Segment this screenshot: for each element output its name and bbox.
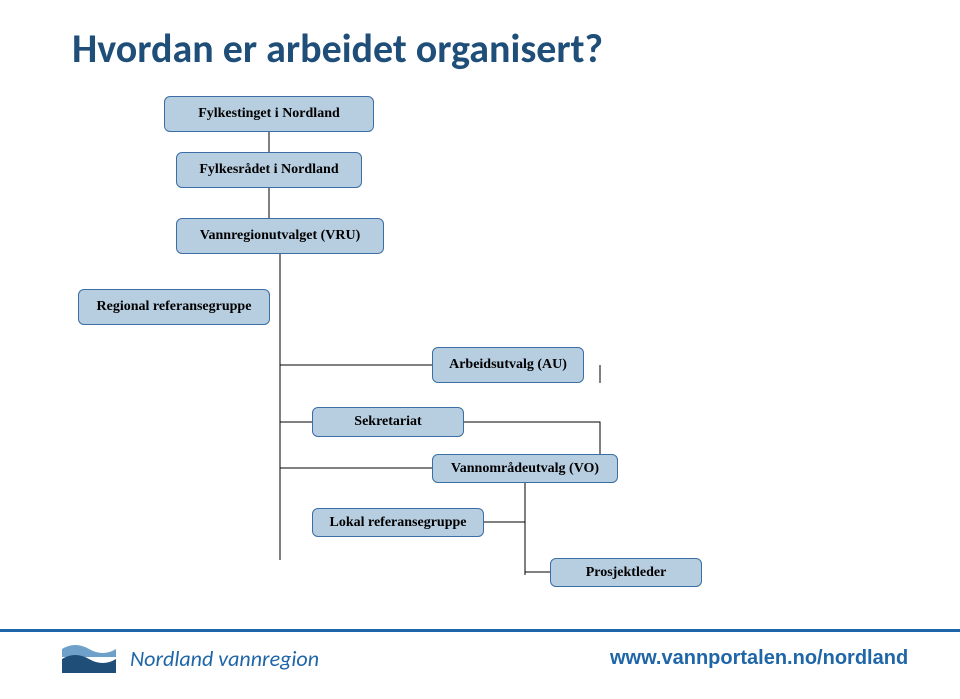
- org-node: Fylkestinget i Nordland: [164, 96, 374, 132]
- footer-org-name: Nordland vannregion: [130, 645, 319, 672]
- org-node: Lokal referansegruppe: [312, 508, 484, 537]
- org-node: Vannregionutvalget (VRU): [176, 218, 384, 254]
- org-node-label: Vannregionutvalget (VRU): [200, 228, 361, 244]
- org-node: Regional referansegruppe: [78, 289, 270, 325]
- org-node-label: Fylkesrådet i Nordland: [199, 162, 338, 178]
- footer-left: Nordland vannregion: [60, 639, 319, 677]
- org-node-label: Sekretariat: [354, 414, 421, 430]
- org-node-label: Prosjektleder: [586, 565, 667, 581]
- org-node: Arbeidsutvalg (AU): [432, 347, 584, 383]
- footer: Nordland vannregion www.vannportalen.no/…: [0, 629, 960, 699]
- org-node: Vannområdeutvalg (VO): [432, 454, 618, 483]
- org-node: Fylkesrådet i Nordland: [176, 152, 362, 188]
- org-node-label: Vannområdeutvalg (VO): [451, 461, 599, 477]
- org-node: Prosjektleder: [550, 558, 702, 587]
- footer-url: www.vannportalen.no/nordland: [610, 647, 908, 670]
- footer-logo: [60, 639, 118, 677]
- org-node-label: Arbeidsutvalg (AU): [449, 357, 567, 373]
- org-node: Sekretariat: [312, 407, 464, 437]
- org-node-label: Lokal referansegruppe: [329, 515, 466, 531]
- org-node-label: Fylkestinget i Nordland: [198, 106, 340, 122]
- org-node-label: Regional referansegruppe: [97, 299, 252, 315]
- page-title: Hvordan er arbeidet organisert?: [72, 24, 603, 73]
- footer-divider: [0, 629, 960, 632]
